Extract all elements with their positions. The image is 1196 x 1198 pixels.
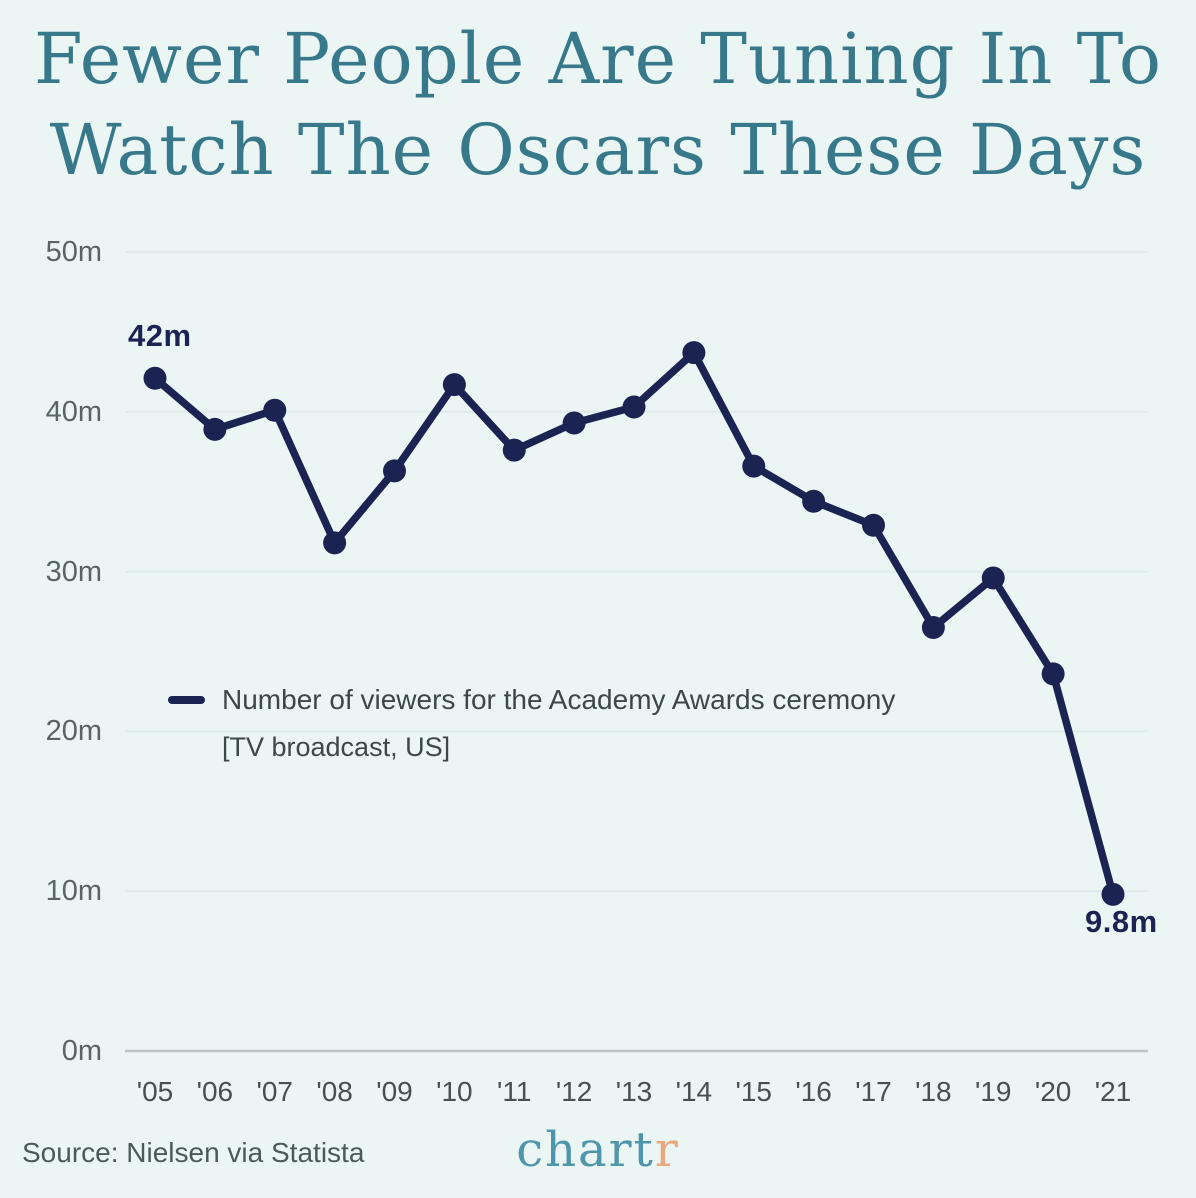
y-axis-tick-label: 0m bbox=[61, 1035, 102, 1067]
data-point bbox=[682, 341, 706, 365]
y-axis-tick-label: 30m bbox=[45, 555, 102, 588]
viewers-line bbox=[151, 348, 1117, 899]
x-axis-tick-label: '20 bbox=[1034, 1076, 1072, 1107]
data-point bbox=[1101, 882, 1125, 906]
x-axis-tick-label: '18 bbox=[915, 1076, 952, 1107]
x-axis-tick-label: '13 bbox=[615, 1076, 653, 1107]
chart-title-line1: Fewer People Are Tuning In To bbox=[33, 18, 1163, 100]
x-axis-tick-label: '10 bbox=[436, 1076, 473, 1107]
data-point bbox=[802, 489, 826, 513]
x-axis-tick-label: '12 bbox=[555, 1076, 593, 1107]
annotation-first-value: 42m bbox=[128, 318, 192, 353]
data-point bbox=[622, 395, 646, 419]
x-axis-tick-label: '09 bbox=[376, 1076, 413, 1107]
data-point bbox=[263, 398, 287, 422]
y-axis-tick-label: 40m bbox=[45, 395, 102, 428]
x-axis-tick-label: '08 bbox=[316, 1076, 353, 1107]
data-point bbox=[981, 566, 1005, 590]
legend-label: Number of viewers for the Academy Awards… bbox=[222, 684, 896, 715]
annotation-last-value: 9.8m bbox=[1085, 904, 1158, 939]
data-point bbox=[502, 438, 526, 462]
data-point bbox=[442, 373, 466, 397]
x-axis-tick-label: '21 bbox=[1094, 1076, 1132, 1107]
x-axis-tick-label: '06 bbox=[196, 1076, 234, 1107]
y-axis-tick-label: 50m bbox=[45, 236, 102, 268]
data-point bbox=[921, 616, 945, 640]
chartr-logo-r: r bbox=[654, 1122, 680, 1178]
data-point bbox=[742, 454, 766, 478]
legend-line-swatch bbox=[168, 696, 205, 704]
x-axis-tick-label: '15 bbox=[735, 1076, 773, 1107]
y-axis-tick-label: 10m bbox=[45, 875, 102, 908]
y-axis-tick-label: 20m bbox=[45, 715, 102, 748]
source-credit: Source: Nielsen via Statista bbox=[22, 1137, 365, 1168]
legend-text: Number of viewers for the Academy Awards… bbox=[222, 684, 1022, 763]
chartr-logo-chart: chart bbox=[516, 1122, 655, 1178]
chart-title: Fewer People Are Tuning In To Watch The O… bbox=[0, 14, 1196, 196]
data-point bbox=[562, 411, 586, 435]
data-point bbox=[143, 366, 167, 390]
data-point bbox=[203, 417, 227, 441]
x-axis-tick-label: '14 bbox=[675, 1076, 713, 1107]
chartr-logo: chartr bbox=[0, 1122, 1196, 1178]
data-point bbox=[1041, 662, 1065, 686]
data-point bbox=[862, 513, 885, 537]
x-axis-tick-label: '11 bbox=[497, 1076, 532, 1107]
x-axis-tick-label: '05 bbox=[136, 1076, 174, 1107]
x-axis-tick-label: '17 bbox=[855, 1076, 892, 1107]
data-point bbox=[383, 459, 406, 483]
x-axis-tick-label: '19 bbox=[975, 1076, 1012, 1107]
chart-title-line2: Watch The Oscars These Days bbox=[49, 109, 1147, 191]
data-point bbox=[323, 531, 347, 555]
legend-sublabel: [TV broadcast, US] bbox=[222, 732, 451, 762]
x-axis-tick-label: '16 bbox=[795, 1076, 832, 1107]
x-axis-tick-label: '07 bbox=[256, 1076, 294, 1107]
